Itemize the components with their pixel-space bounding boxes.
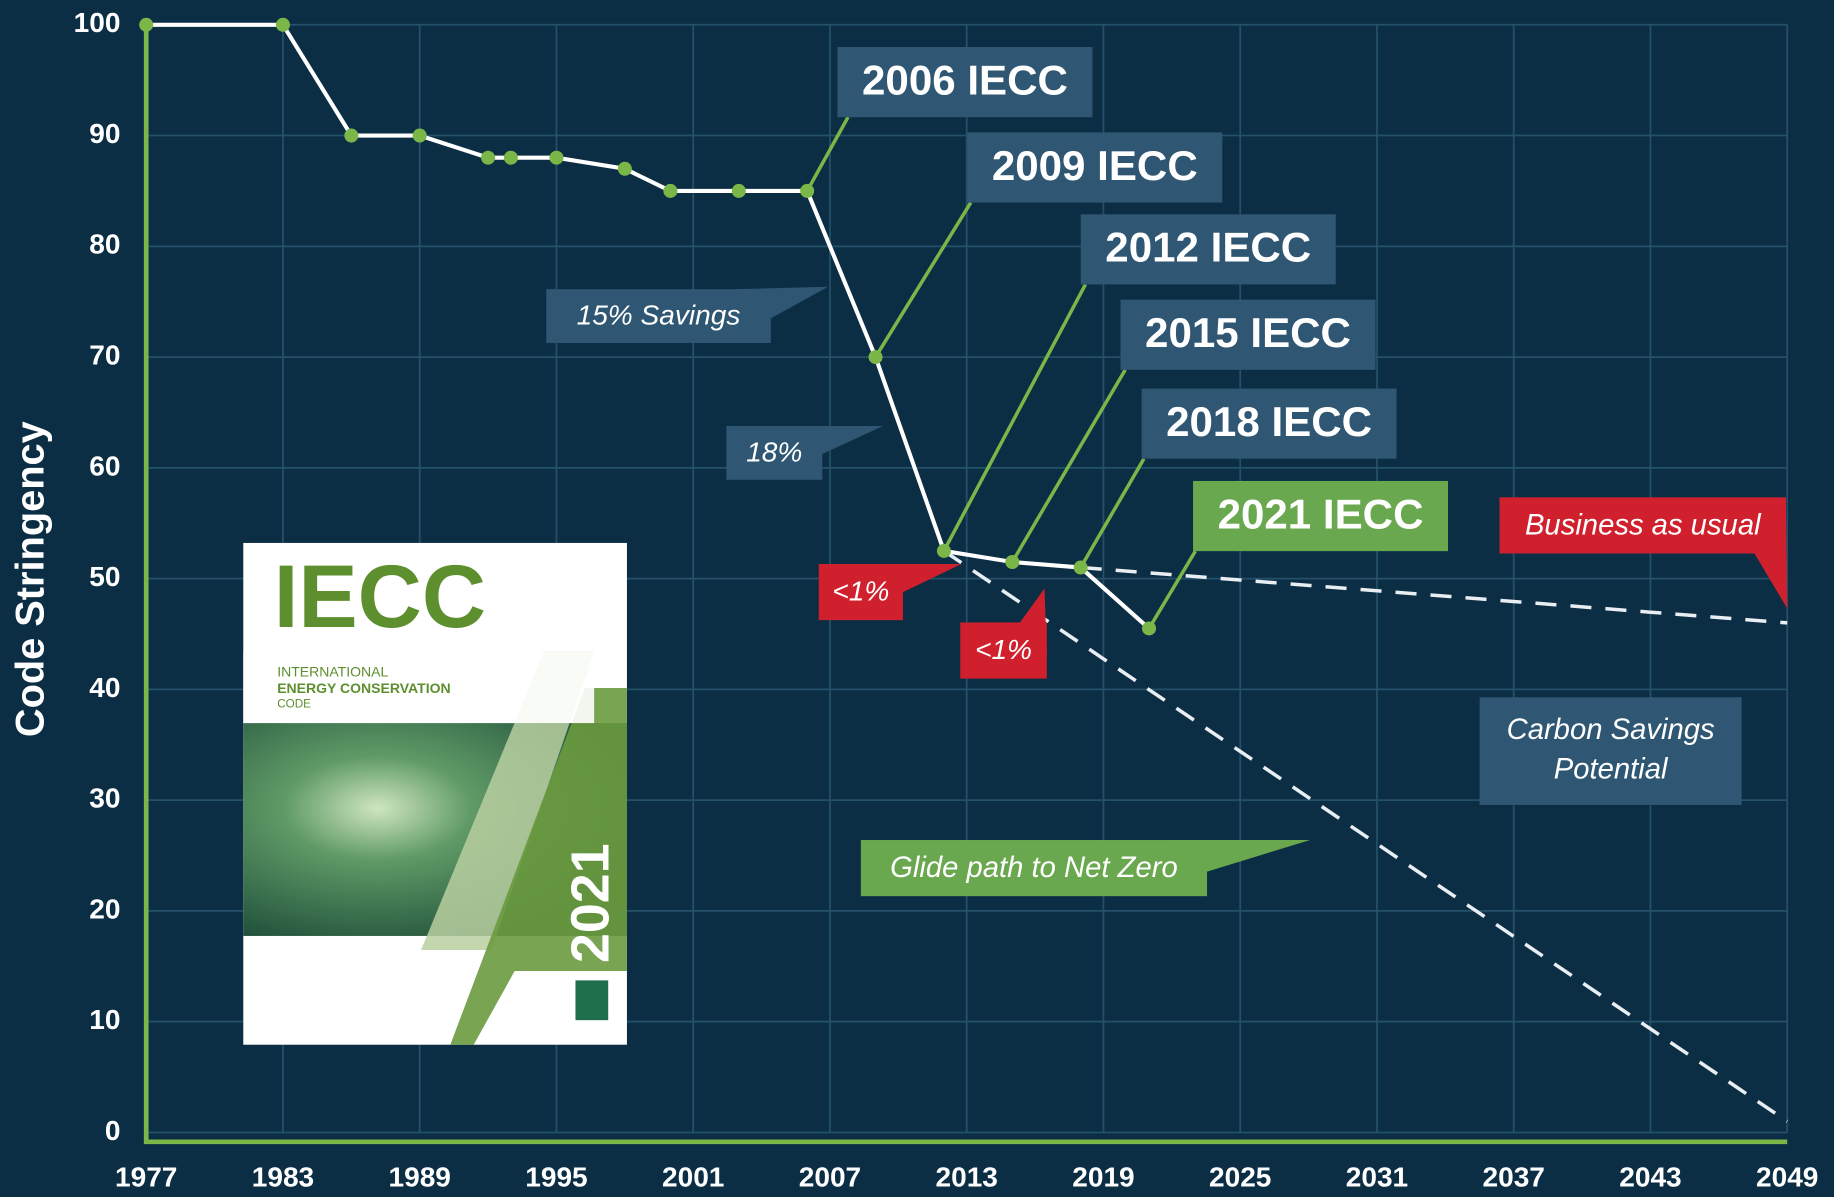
annotation: Glide path to Net Zero	[890, 852, 1178, 884]
annotation: 2006 IECC	[862, 56, 1068, 103]
x-tick-label: 1995	[525, 1162, 587, 1193]
y-tick-label: 100	[74, 7, 121, 38]
cover-logo	[575, 980, 609, 1021]
marker	[731, 183, 746, 198]
callout-box	[726, 425, 823, 480]
marker	[139, 17, 154, 32]
cover-title: IECC	[274, 547, 486, 646]
x-tick-label: 2043	[1619, 1162, 1681, 1193]
callout-box	[1499, 497, 1787, 554]
book-cover: IECC INTERNATIONAL ENERGY CONSERVATION C…	[243, 542, 627, 1045]
annotation: Potential	[1554, 754, 1669, 786]
leader-line	[1079, 457, 1146, 569]
y-axis-label: Code Stringency	[8, 421, 52, 737]
x-tick-label: 2001	[662, 1162, 724, 1193]
annotation: 15% Savings	[577, 300, 741, 331]
annotation: 2009 IECC	[992, 142, 1198, 189]
x-tick-label: 2013	[935, 1162, 997, 1193]
leader-line	[942, 283, 1087, 552]
cover-stripe	[421, 651, 595, 950]
callout-box	[1080, 214, 1336, 285]
cover-band	[243, 651, 595, 724]
marker	[503, 150, 518, 165]
callout-box	[1193, 480, 1449, 552]
marker	[275, 17, 290, 32]
line	[146, 22, 1151, 630]
x-tick-label: 2037	[1482, 1162, 1544, 1193]
x-tick-label: 1989	[388, 1162, 450, 1193]
y-tick-label: 40	[89, 672, 120, 703]
cover-line: ENERGY CONSERVATION	[277, 680, 450, 696]
x-tick-label: 2031	[1346, 1162, 1408, 1193]
x-tick-label: 1977	[115, 1162, 177, 1193]
annotation: Business as usual	[1525, 509, 1762, 541]
x-tick-label: 2025	[1209, 1162, 1271, 1193]
x-tick-label: 1983	[252, 1162, 314, 1193]
marker	[617, 161, 632, 176]
y-tick-label: 20	[89, 893, 120, 924]
marker	[344, 128, 359, 143]
annotation: 2012 IECC	[1105, 224, 1311, 271]
callout-box	[960, 622, 1047, 679]
y-tick-label: 90	[89, 118, 120, 149]
callout-box	[967, 132, 1223, 203]
callout-tail	[807, 425, 884, 455]
x-tick-label: 2019	[1072, 1162, 1134, 1193]
callout-box	[837, 47, 1093, 118]
callout-box	[818, 563, 903, 621]
annotation: 18%	[746, 436, 802, 467]
cover-line: INTERNATIONAL	[277, 663, 388, 679]
marker	[549, 150, 564, 165]
annotation: 2021 IECC	[1218, 490, 1424, 537]
annotation: Carbon Savings	[1507, 714, 1715, 746]
annotation: <1%	[975, 634, 1032, 665]
callout-box	[1141, 388, 1397, 459]
marker	[412, 128, 427, 143]
y-tick-label: 0	[105, 1115, 121, 1146]
x-tick-label: 2007	[799, 1162, 861, 1193]
cover-year: 2021	[560, 843, 620, 963]
y-tick-label: 50	[89, 561, 120, 592]
cover-stripe	[450, 687, 627, 1045]
y-tick-label: 70	[89, 340, 120, 371]
marker	[663, 183, 678, 198]
y-tick-label: 10	[89, 1004, 120, 1035]
projection-line	[1080, 565, 1788, 625]
leader-line	[874, 201, 973, 359]
marker	[481, 150, 496, 165]
callout-box	[1120, 299, 1376, 370]
leader-line	[805, 116, 850, 192]
leader-line	[1010, 368, 1127, 563]
x-tick-label: 2049	[1756, 1162, 1818, 1193]
y-tick-label: 30	[89, 783, 120, 814]
annotation: 2015 IECC	[1145, 309, 1351, 356]
y-tick-label: 60	[89, 450, 120, 481]
y-tick-label: 80	[89, 229, 120, 260]
annotation: <1%	[832, 576, 889, 607]
callout-box	[1479, 697, 1742, 805]
projection-line	[942, 549, 1789, 1123]
marker	[1073, 560, 1088, 575]
callout-box	[860, 840, 1208, 897]
leader-line	[1147, 550, 1197, 630]
cover-line: CODE	[277, 697, 311, 710]
callout-box	[546, 289, 771, 343]
annotation: 2018 IECC	[1166, 398, 1372, 445]
